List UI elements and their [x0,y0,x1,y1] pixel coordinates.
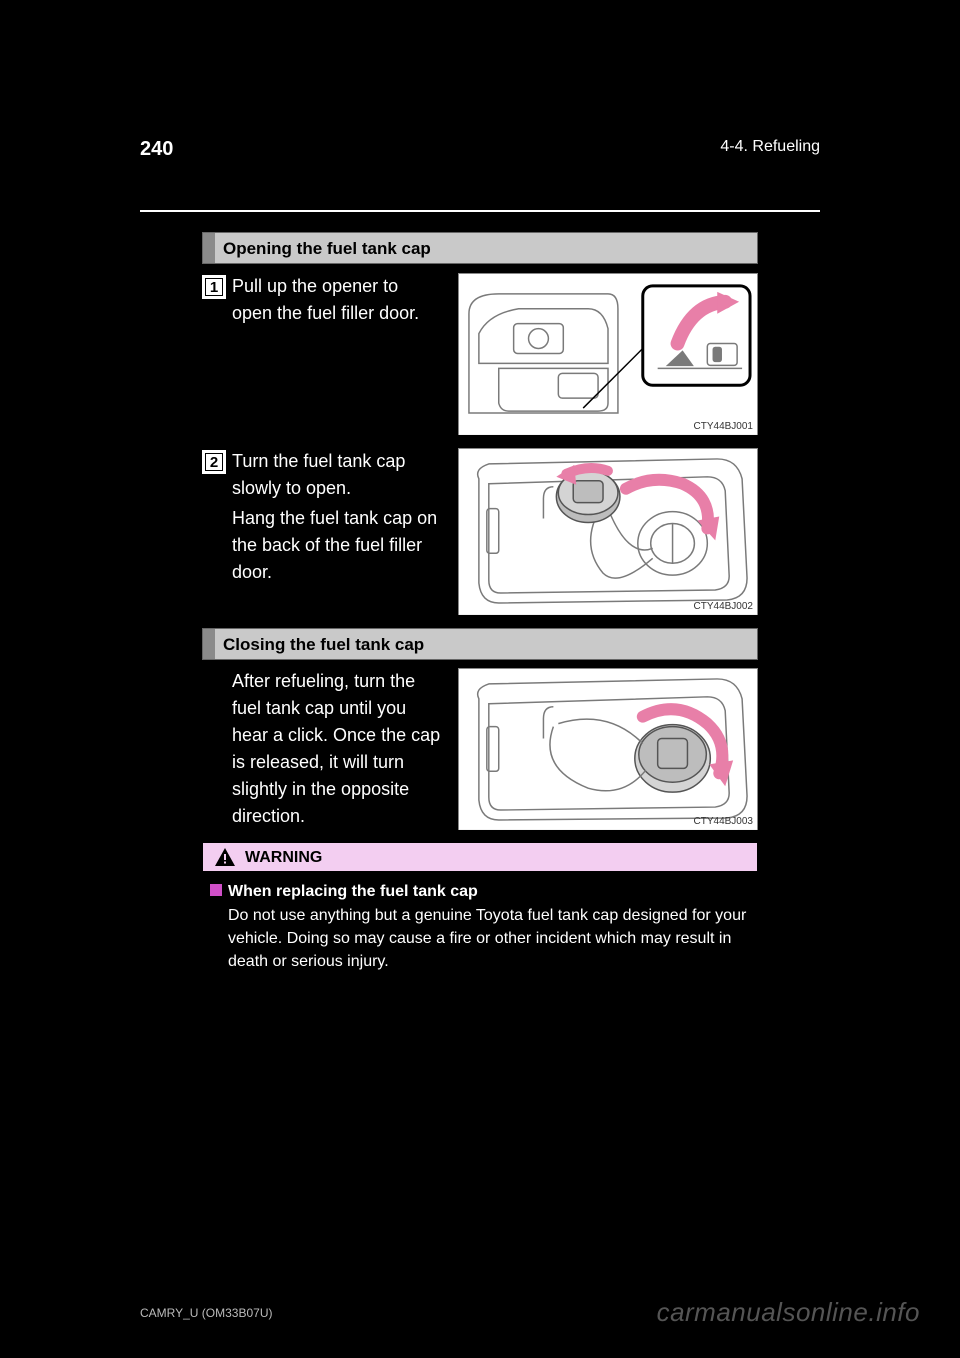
figure-1-code: CTY44BJ001 [694,421,753,432]
figure-cap-close: CTY44BJ003 [458,668,758,830]
closing-text: After refueling, turn the fuel tank cap … [232,668,444,830]
step-2-text-1: Turn the fuel tank cap slowly to open. [232,448,442,502]
section-bar-opening: Opening the fuel tank cap [202,232,758,264]
step-2-number: 2 [205,453,223,471]
step-2-marker: 2 [202,450,226,474]
section-bar-closing: Closing the fuel tank cap [202,628,758,660]
manual-page: 240 4-4. Refueling Opening the fuel tank… [0,0,960,1358]
figure-2-code: CTY44BJ002 [694,601,753,612]
figure-cap-open: CTY44BJ002 [458,448,758,615]
figure-opener-lever: CTY44BJ001 [458,273,758,435]
warning-bullet-icon [210,884,222,896]
warning-label: WARNING [245,849,322,867]
warning-bar: WARNING [202,842,758,872]
figure-3-svg [459,669,757,830]
header-rule [140,210,820,212]
warning-text: Do not use anything but a genuine Toyota… [228,904,753,974]
section-title-opening: Opening the fuel tank cap [223,239,431,259]
section-stripe-2 [203,629,215,659]
step-1-text: Pull up the opener to open the fuel fill… [232,273,442,327]
page-number: 240 [140,138,173,161]
warning-heading: When replacing the fuel tank cap [228,880,748,904]
figure-1-svg [459,274,757,435]
step-1-marker: 1 [202,275,226,299]
section-title-closing: Closing the fuel tank cap [223,635,424,655]
step-2-text-2: Hang the fuel tank cap on the back of th… [232,505,442,586]
step-1-number: 1 [205,278,223,296]
footer-code: CAMRY_U (OM33B07U) [140,1306,272,1320]
section-path: 4-4. Refueling [720,138,820,155]
warning-triangle-icon [213,846,237,870]
figure-2-svg [459,449,757,615]
watermark: carmanualsonline.info [657,1297,920,1328]
breadcrumb: 4-4. Refueling Opening the fuel tank cap [720,138,820,156]
figure-3-code: CTY44BJ003 [694,816,753,827]
section-stripe [203,233,215,263]
